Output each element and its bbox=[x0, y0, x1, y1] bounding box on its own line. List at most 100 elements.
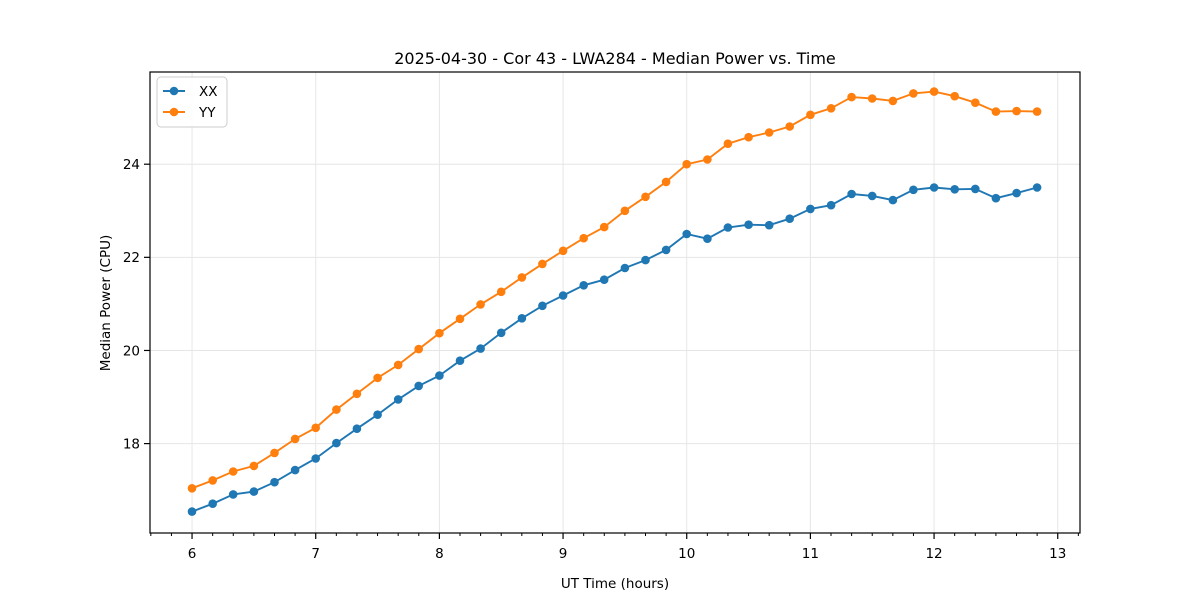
data-point-xx bbox=[682, 229, 691, 239]
data-point-yy bbox=[620, 206, 630, 216]
legend-label: YY bbox=[198, 105, 216, 121]
data-point-yy bbox=[311, 423, 321, 433]
data-point-yy bbox=[826, 104, 836, 113]
y-tick-label: 18 bbox=[123, 436, 140, 452]
data-point-yy bbox=[496, 287, 506, 297]
data-point-xx bbox=[641, 255, 650, 265]
legend-item-yy: YY bbox=[163, 105, 216, 121]
data-point-xx bbox=[393, 395, 403, 404]
data-point-yy bbox=[1012, 106, 1021, 116]
data-point-xx bbox=[228, 490, 238, 499]
data-point-yy bbox=[332, 405, 341, 414]
data-point-xx bbox=[290, 465, 300, 475]
data-point-xx bbox=[867, 191, 877, 201]
data-point-yy bbox=[538, 259, 547, 269]
data-point-yy bbox=[991, 107, 1001, 116]
data-point-xx bbox=[744, 220, 753, 229]
data-point-yy bbox=[703, 155, 712, 164]
data-point-yy bbox=[847, 92, 856, 102]
data-point-xx bbox=[661, 245, 671, 255]
data-point-yy bbox=[785, 122, 794, 131]
data-point-yy bbox=[414, 344, 424, 354]
x-tick-label: 6 bbox=[188, 546, 197, 562]
data-point-xx bbox=[208, 499, 217, 509]
data-point-yy bbox=[270, 448, 279, 458]
data-point-xx bbox=[476, 344, 485, 353]
series-line-xx bbox=[191, 186, 1038, 513]
data-point-yy bbox=[290, 434, 300, 444]
data-point-yy bbox=[249, 461, 259, 471]
data-point-yy bbox=[929, 87, 939, 96]
plot-layer: 6 7 8 9 10 11 12 13 18 20 22 24 XX YY bbox=[123, 71, 1081, 562]
x-tick-label: 13 bbox=[1049, 546, 1066, 562]
data-point-xx bbox=[991, 193, 1001, 203]
data-point-xx bbox=[311, 454, 321, 463]
data-point-xx bbox=[847, 189, 856, 199]
data-point-xx bbox=[352, 424, 362, 434]
data-point-yy bbox=[723, 139, 733, 148]
data-point-xx bbox=[929, 183, 939, 192]
data-point-yy bbox=[517, 273, 527, 282]
x-axis-label: UT Time (hours) bbox=[561, 576, 669, 592]
y-tick-label: 22 bbox=[123, 250, 140, 266]
legend-marker bbox=[169, 107, 179, 117]
chart-title: 2025-04-30 - Cor 43 - LWA284 - Median Po… bbox=[394, 49, 836, 68]
data-point-yy bbox=[435, 328, 444, 338]
data-point-yy bbox=[682, 159, 691, 169]
data-point-xx bbox=[806, 204, 815, 214]
legend-marker bbox=[169, 86, 179, 96]
x-tick-label: 11 bbox=[802, 546, 819, 562]
y-tick-label: 20 bbox=[123, 343, 140, 359]
data-point-xx bbox=[332, 438, 341, 448]
x-tick-label: 7 bbox=[311, 546, 320, 562]
data-point-xx bbox=[373, 410, 382, 420]
data-point-xx bbox=[435, 371, 444, 380]
data-point-yy bbox=[352, 389, 362, 399]
data-point-yy bbox=[187, 484, 197, 493]
data-point-yy bbox=[909, 89, 918, 98]
data-point-yy bbox=[950, 91, 959, 101]
data-point-yy bbox=[373, 373, 382, 383]
x-tick-label: 8 bbox=[435, 546, 444, 562]
data-point-xx bbox=[620, 263, 630, 273]
data-point-xx bbox=[249, 487, 259, 496]
data-point-xx bbox=[1012, 188, 1021, 198]
data-point-yy bbox=[888, 96, 898, 106]
data-point-xx bbox=[517, 314, 527, 323]
legend: XX YY bbox=[156, 76, 228, 128]
data-point-xx bbox=[888, 195, 898, 205]
data-point-xx bbox=[785, 214, 794, 223]
legend-item-xx: XX bbox=[163, 84, 218, 100]
data-point-yy bbox=[1032, 107, 1042, 116]
data-point-yy bbox=[208, 476, 217, 485]
data-point-xx bbox=[187, 507, 197, 516]
data-point-yy bbox=[867, 94, 877, 103]
data-point-yy bbox=[971, 98, 980, 107]
data-point-xx bbox=[1032, 183, 1042, 192]
data-point-xx bbox=[538, 301, 547, 311]
data-point-yy bbox=[661, 177, 671, 187]
data-point-xx bbox=[971, 184, 980, 194]
data-point-yy bbox=[764, 128, 774, 137]
data-point-yy bbox=[558, 246, 568, 256]
data-point-xx bbox=[455, 356, 465, 366]
data-point-xx bbox=[270, 477, 279, 487]
data-point-xx bbox=[703, 234, 712, 243]
legend-label: XX bbox=[199, 84, 218, 100]
data-point-xx bbox=[414, 381, 424, 391]
data-point-xx bbox=[826, 200, 836, 210]
data-point-xx bbox=[558, 291, 568, 300]
y-axis-label: Median Power (CPU) bbox=[98, 235, 114, 371]
data-point-xx bbox=[909, 185, 918, 195]
data-point-xx bbox=[579, 281, 588, 290]
data-point-yy bbox=[228, 467, 238, 476]
data-point-xx bbox=[723, 223, 733, 232]
data-point-yy bbox=[579, 233, 588, 243]
data-point-xx bbox=[496, 328, 506, 338]
data-point-xx bbox=[599, 275, 609, 285]
y-tick-label: 24 bbox=[123, 157, 140, 173]
data-point-xx bbox=[950, 185, 959, 194]
x-tick-label: 12 bbox=[925, 546, 942, 562]
